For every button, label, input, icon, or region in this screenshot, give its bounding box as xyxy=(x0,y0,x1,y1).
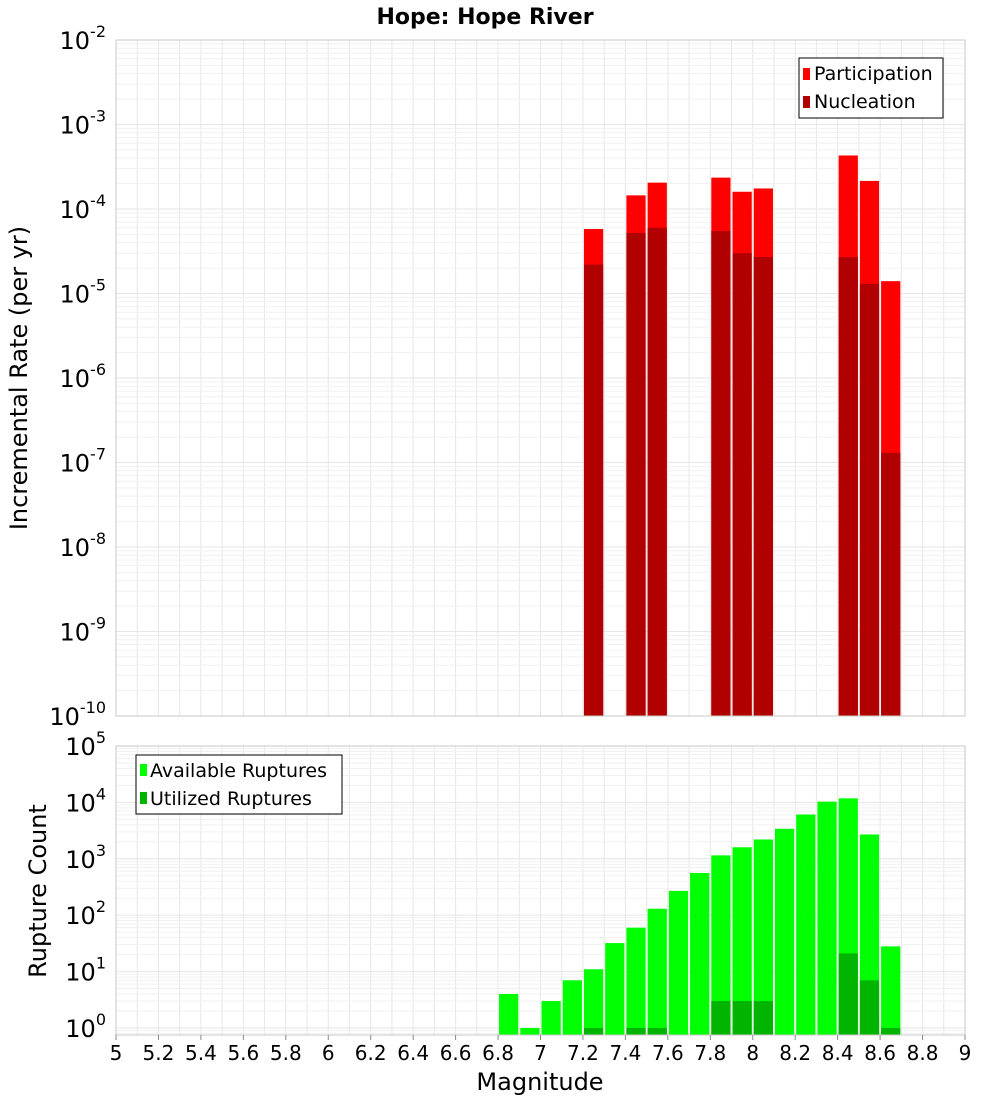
available-ruptures-bar xyxy=(817,801,837,1035)
bottom-y-tick-labels: 100 101 102 103 104 105 xyxy=(65,728,106,1043)
available-ruptures-bar xyxy=(647,908,667,1035)
nucleation-bar xyxy=(881,452,901,716)
chart-title: Hope: Hope River xyxy=(376,5,593,30)
available-ruptures-bar xyxy=(690,872,710,1035)
available-ruptures-bar xyxy=(499,994,519,1035)
x-tick-labels: 5 5.2 5.4 5.6 5.8 6 6.2 6.4 6.6 6.8 7 7.2 7.4 7.6 7.8 8… xyxy=(110,1035,972,1065)
available-ruptures-bar xyxy=(626,927,646,1035)
x-tick-label: 8.8 xyxy=(907,1041,939,1065)
x-tick-label: 7 xyxy=(534,1041,547,1065)
participation-legend-label: Participation xyxy=(814,63,933,85)
x-tick-label: 6.6 xyxy=(440,1041,472,1065)
top-plot: 10-10 10-9 10-8 10-7 10-6 10-5 10-4 10-3 10-2 In… xyxy=(5,22,966,731)
nucleation-bar xyxy=(647,227,667,716)
nucleation-bar xyxy=(753,257,773,716)
x-axis-title: Magnitude xyxy=(476,1068,603,1096)
x-tick-label: 6.2 xyxy=(355,1041,387,1065)
available-ruptures-bar xyxy=(605,943,625,1035)
available-ruptures-bar xyxy=(881,946,901,1035)
y-tick-label: 10-2 xyxy=(60,22,107,55)
available-ruptures-bar xyxy=(732,847,752,1035)
available-ruptures-legend-label: Available Ruptures xyxy=(150,760,327,782)
y-tick-label: 104 xyxy=(65,784,106,817)
available-ruptures-bar xyxy=(796,814,816,1035)
bottom-plot: 100 101 102 103 104 105 Rupture Count Availab… xyxy=(24,728,966,1043)
x-tick-label: 5.4 xyxy=(185,1041,217,1065)
x-tick-label: 6.8 xyxy=(482,1041,514,1065)
nucleation-bar xyxy=(626,232,646,716)
utilized-ruptures-bar xyxy=(647,1027,667,1035)
x-tick-label: 5.8 xyxy=(270,1041,302,1065)
y-tick-label: 101 xyxy=(65,954,106,987)
top-y-axis-title: Incremental Rate (per yr) xyxy=(5,226,33,530)
available-ruptures-bar xyxy=(753,839,773,1035)
y-tick-label: 102 xyxy=(65,897,106,930)
top-plot-grid xyxy=(115,40,966,717)
nucleation-legend-label: Nucleation xyxy=(814,91,916,113)
x-tick-label: 7.2 xyxy=(567,1041,599,1065)
bottom-plot-bars xyxy=(499,798,901,1035)
available-ruptures-bar xyxy=(668,890,689,1035)
y-tick-label: 10-3 xyxy=(60,107,107,140)
nucleation-bar xyxy=(583,264,604,716)
y-tick-label: 10-6 xyxy=(60,360,107,393)
top-y-tick-labels: 10-10 10-9 10-8 10-7 10-6 10-5 10-4 10-3 10-2 xyxy=(49,22,106,731)
available-ruptures-bar xyxy=(711,855,731,1035)
y-tick-label: 103 xyxy=(65,841,106,874)
bottom-legend-box xyxy=(135,754,343,815)
x-tick-label: 8.4 xyxy=(822,1041,854,1065)
y-tick-label: 10-7 xyxy=(60,445,107,478)
nucleation-bar xyxy=(732,253,752,716)
utilized-ruptures-bar xyxy=(711,1001,731,1035)
available-ruptures-bar xyxy=(520,1027,540,1035)
bottom-legend: Available Ruptures Utilized Ruptures xyxy=(135,754,343,815)
top-legend: Participation Nucleation xyxy=(798,57,944,119)
utilized-ruptures-bar xyxy=(583,1027,604,1035)
x-tick-label: 9 xyxy=(959,1041,972,1065)
x-tick-label: 7.8 xyxy=(694,1041,726,1065)
x-tick-label: 7.4 xyxy=(609,1041,641,1065)
available-ruptures-bar xyxy=(541,1001,561,1035)
x-tick-label: 5.2 xyxy=(143,1041,175,1065)
x-tick-label: 7.6 xyxy=(652,1041,684,1065)
bottom-y-axis-title: Rupture Count xyxy=(24,804,52,978)
participation-legend-swatch xyxy=(803,68,810,80)
utilized-ruptures-bar xyxy=(732,1001,752,1035)
y-tick-label: 10-10 xyxy=(49,698,106,731)
x-tick-label: 6 xyxy=(322,1041,335,1065)
nucleation-bar xyxy=(711,230,731,717)
available-ruptures-bar xyxy=(562,980,582,1035)
y-tick-label: 10-8 xyxy=(60,529,107,562)
x-tick-label: 6.4 xyxy=(397,1041,429,1065)
nucleation-bar xyxy=(859,283,880,716)
utilized-ruptures-legend-label: Utilized Ruptures xyxy=(150,788,312,810)
x-tick-label: 8 xyxy=(746,1041,759,1065)
y-tick-label: 105 xyxy=(65,728,106,761)
utilized-ruptures-bar xyxy=(626,1027,646,1035)
top-plot-border xyxy=(115,39,966,717)
top-legend-box xyxy=(798,57,944,119)
available-ruptures-bar xyxy=(583,969,604,1035)
utilized-ruptures-bar xyxy=(753,1001,773,1035)
top-plot-bars xyxy=(583,155,901,717)
available-ruptures-legend-swatch xyxy=(140,764,147,776)
y-tick-label: 100 xyxy=(65,1010,106,1043)
y-tick-label: 10-5 xyxy=(60,276,107,309)
y-tick-label: 10-4 xyxy=(60,191,107,224)
utilized-ruptures-bar xyxy=(881,1027,901,1035)
nucleation-bar xyxy=(838,257,858,716)
utilized-ruptures-legend-swatch xyxy=(140,792,147,804)
x-tick-label: 8.6 xyxy=(864,1041,896,1065)
utilized-ruptures-bar xyxy=(859,980,880,1035)
x-tick-label: 5 xyxy=(110,1041,123,1065)
y-tick-label: 10-9 xyxy=(60,614,107,647)
utilized-ruptures-bar xyxy=(838,953,858,1035)
x-tick-label: 5.6 xyxy=(227,1041,259,1065)
x-tick-label: 8.2 xyxy=(779,1041,811,1065)
available-ruptures-bar xyxy=(774,828,795,1035)
nucleation-legend-swatch xyxy=(803,96,810,108)
